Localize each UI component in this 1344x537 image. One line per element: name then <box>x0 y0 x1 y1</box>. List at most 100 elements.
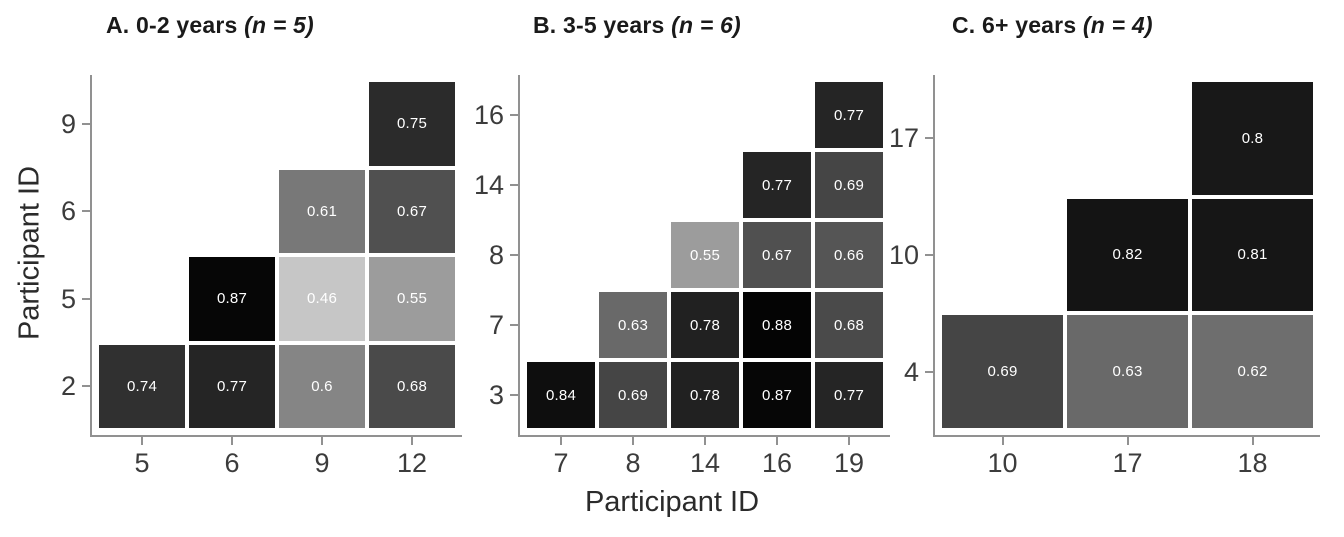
heatmap-cell: 0.77 <box>189 344 275 428</box>
panel-title-n-count: (n = 6) <box>671 12 741 38</box>
heatmap-cell: 0.6 <box>279 344 365 428</box>
heatmap-cell: 0.62 <box>1192 315 1313 428</box>
x-axis-tick <box>141 437 143 445</box>
x-axis-tick <box>704 437 706 445</box>
x-axis-tick <box>632 437 634 445</box>
cell-value-label: 0.75 <box>397 115 427 133</box>
cell-value-label: 0.69 <box>618 386 648 404</box>
y-axis-tick <box>82 297 90 300</box>
cell-value-label: 0.88 <box>762 316 792 334</box>
cell-value-label: 0.67 <box>397 202 427 220</box>
cell-value-label: 0.87 <box>217 290 247 308</box>
x-tick-label: 7 <box>553 448 569 478</box>
heatmap-cell: 0.66 <box>815 222 883 288</box>
panel-c-plot-area: 10 17 18 17 10 4 0.8 0.82 0.81 0.69 0.63 0.62 <box>889 75 1320 478</box>
cell-value-label: 0.77 <box>217 377 247 395</box>
x-tick-label: 14 <box>689 448 721 478</box>
panel-title-a: A. 0-2 years (n = 5) <box>106 12 314 39</box>
heatmap-cell: 0.75 <box>369 82 455 166</box>
y-axis-tick <box>925 254 933 256</box>
cell-value-label: 0.61 <box>307 202 337 220</box>
cell-value-label: 0.46 <box>307 290 337 308</box>
x-axis-tick <box>411 437 413 445</box>
cell-value-label: 0.68 <box>397 377 427 395</box>
heatmap-cell: 0.68 <box>369 344 455 428</box>
heatmap-cell: 0.77 <box>743 152 811 218</box>
x-axis-line <box>518 435 890 437</box>
y-axis-tick <box>510 324 518 326</box>
panel-title-n-count: (n = 5) <box>244 12 314 38</box>
y-axis-line <box>933 75 935 437</box>
x-tick-label: 5 <box>134 448 150 478</box>
heatmap-cell: 0.67 <box>743 222 811 288</box>
y-tick-label: 7 <box>488 310 504 340</box>
panel-title-n-count: (n = 4) <box>1082 12 1153 38</box>
cell-value-label: 0.68 <box>834 316 864 334</box>
y-tick-label: 16 <box>473 100 504 130</box>
cell-value-label: 0.74 <box>127 377 157 395</box>
y-axis-tick <box>510 184 518 186</box>
heatmap-cell: 0.69 <box>815 152 883 218</box>
y-axis-line <box>90 75 92 437</box>
heatmap-cell: 0.55 <box>369 257 455 341</box>
heatmap-cell: 0.46 <box>279 257 365 341</box>
panel-title-text: C. 6+ years <box>952 12 1077 38</box>
heatmap-cell: 0.69 <box>942 315 1063 428</box>
y-tick-label: 9 <box>60 108 76 139</box>
cell-value-label: 0.6 <box>311 377 333 395</box>
cell-value-label: 0.78 <box>690 386 720 404</box>
heatmap-cell: 0.55 <box>671 222 739 288</box>
cell-value-label: 0.66 <box>834 246 864 264</box>
cell-value-label: 0.55 <box>397 290 427 308</box>
cell-value-label: 0.63 <box>1112 363 1143 381</box>
x-tick-label: 16 <box>761 448 793 478</box>
x-axis-tick <box>1001 437 1004 445</box>
y-axis-tick <box>82 210 90 213</box>
x-tick-label: 10 <box>987 448 1018 478</box>
x-axis-line <box>933 435 1320 437</box>
heatmap-cell: 0.61 <box>279 169 365 253</box>
panel-a-plot-area: 5 6 9 12 9 6 5 2 0.75 0.61 0.67 0.87 0.46 0.55 0.74 0.7… <box>61 75 462 478</box>
x-tick-label: 6 <box>224 448 240 478</box>
y-tick-label: 2 <box>60 371 76 402</box>
cell-value-label: 0.62 <box>1237 363 1268 381</box>
heatmap-cell: 0.77 <box>815 82 883 148</box>
heatmap-cell: 0.74 <box>99 344 185 428</box>
x-tick-label: 9 <box>314 448 330 478</box>
panel-title-b: B. 3-5 years (n = 6) <box>533 12 741 39</box>
y-axis-tick <box>82 122 90 125</box>
cell-value-label: 0.8 <box>1241 129 1264 147</box>
x-tick-label: 18 <box>1237 448 1268 478</box>
y-tick-label: 8 <box>488 240 504 270</box>
x-axis-tick <box>1251 437 1254 445</box>
y-axis-title: Participant ID <box>13 165 46 341</box>
heatmap-cell: 0.82 <box>1067 198 1188 312</box>
cell-value-label: 0.81 <box>1237 246 1268 264</box>
y-axis-tick <box>82 385 90 388</box>
cell-value-label: 0.77 <box>834 386 864 404</box>
panel-title-c: C. 6+ years (n = 4) <box>952 12 1153 39</box>
y-axis-tick <box>925 370 933 373</box>
heatmap-cell: 0.68 <box>815 292 883 358</box>
cell-value-label: 0.55 <box>690 246 720 264</box>
x-axis-title: Participant ID <box>584 486 760 518</box>
y-tick-label: 17 <box>888 123 919 154</box>
cell-value-label: 0.84 <box>546 386 576 404</box>
panel-title-text: A. 0-2 years <box>106 12 238 38</box>
x-axis-line <box>90 435 462 437</box>
x-axis-tick <box>776 437 778 445</box>
heatmap-cell: 0.63 <box>1067 315 1188 428</box>
x-tick-label: 8 <box>625 448 641 478</box>
heatmap-cell: 0.78 <box>671 362 739 428</box>
cell-value-label: 0.77 <box>834 106 864 124</box>
heatmap-cell: 0.67 <box>369 169 455 253</box>
cell-value-label: 0.77 <box>762 176 792 194</box>
cell-value-label: 0.69 <box>987 363 1018 381</box>
x-axis-tick <box>1126 437 1129 445</box>
y-axis-tick <box>510 254 518 256</box>
cell-value-label: 0.63 <box>618 316 648 334</box>
cell-value-label: 0.69 <box>834 176 864 194</box>
heatmap-cell: 0.84 <box>527 362 595 428</box>
cell-value-label: 0.87 <box>762 386 792 404</box>
